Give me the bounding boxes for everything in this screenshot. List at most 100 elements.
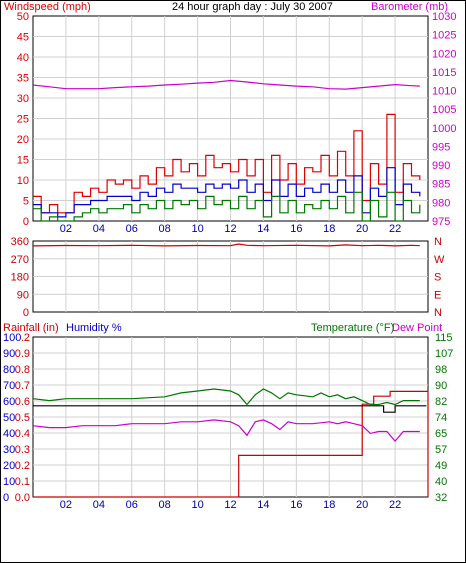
humidity-tick-label: 20 <box>3 460 15 472</box>
x-tick-label: 04 <box>93 499 105 511</box>
temperature-tick-label: 65 <box>435 428 447 440</box>
x-tick-label: 04 <box>93 223 105 235</box>
compass-tick-label: E <box>434 289 441 301</box>
temperature-tick-label: 57 <box>435 444 447 456</box>
rainfall-tick-label: 0.3 <box>15 444 30 456</box>
x-tick-label: 02 <box>60 499 72 511</box>
rainfall-tick-label: 0.2 <box>15 460 30 472</box>
x-tick-label: 22 <box>389 223 401 235</box>
x-tick-label: 14 <box>257 499 269 511</box>
weather-panel-series <box>32 388 429 498</box>
x-tick-label: 12 <box>224 223 236 235</box>
barometer-tick-label: 975 <box>432 216 450 228</box>
compass-tick-label: N <box>434 236 442 248</box>
temperature-tick-label: 90 <box>435 380 447 392</box>
barometer-tick-labels: 975 980 985 990 995 1000 1005 1010 1015 1020 1025 1… <box>432 11 456 228</box>
humidity-tick-label: 50 <box>3 412 15 424</box>
compass-tick-label: S <box>434 272 441 284</box>
windspeed-tick-label: 35 <box>17 73 29 85</box>
windspeed-tick-label: 5 <box>23 196 29 208</box>
x-tick-label: 02 <box>60 223 72 235</box>
humidity-tick-label: 10 <box>3 476 15 488</box>
series-line-1 <box>33 113 421 214</box>
x-tick-label: 12 <box>224 499 236 511</box>
barometer-tick-label: 1020 <box>432 48 456 60</box>
dewpoint-axis-title: Dew Point <box>392 322 442 334</box>
rainfall-tick-label: 0.5 <box>15 412 30 424</box>
series-line-4 <box>32 419 420 443</box>
humidity-tick-label: 100 <box>3 332 21 344</box>
wind-panel-series <box>32 79 421 222</box>
x-tick-label: 08 <box>159 223 171 235</box>
humidity-tick-label: 90 <box>3 348 15 360</box>
weather-panel-x-tick-labels: 02 04 06 08 10 12 14 16 18 20 22 <box>60 499 401 511</box>
x-tick-label: 16 <box>290 223 302 235</box>
series-line-4 <box>32 79 420 90</box>
humidity-tick-label: 30 <box>3 444 15 456</box>
x-tick-label: 10 <box>191 223 203 235</box>
x-tick-label: 06 <box>126 499 138 511</box>
barometer-tick-label: 1030 <box>432 11 456 23</box>
rainfall-tick-label: 0.8 <box>15 364 30 376</box>
wind-panel-x-tick-labels: 02 04 06 08 10 12 14 16 18 20 22 <box>60 223 401 235</box>
windspeed-tick-label: 30 <box>17 93 29 105</box>
barometer-tick-label: 990 <box>432 160 450 172</box>
temperature-tick-label: 74 <box>435 412 447 424</box>
x-tick-label: 18 <box>323 223 335 235</box>
x-tick-label: 08 <box>159 499 171 511</box>
humidity-tick-label: 40 <box>3 428 15 440</box>
windspeed-tick-label: 10 <box>17 175 29 187</box>
temperature-tick-label: 115 <box>435 332 453 344</box>
temperature-tick-label: 82 <box>435 396 447 408</box>
rainfall-tick-label: .2 <box>21 332 30 344</box>
series-line-2 <box>33 167 421 218</box>
barometer-tick-label: 980 <box>432 197 450 209</box>
barometer-tick-label: 1015 <box>432 67 456 79</box>
temperature-tick-label: 40 <box>435 476 447 488</box>
rainfall-axis-title: Rainfall (in) <box>3 322 59 334</box>
humidity-tick-label: 80 <box>3 364 15 376</box>
humidity-axis-title: Humidity % <box>66 322 122 334</box>
windspeed-tick-label: 20 <box>17 134 29 146</box>
direction-tick-label: 0 <box>23 307 29 319</box>
barometer-axis-title: Barometer (mb) <box>371 1 448 13</box>
windspeed-tick-label: 40 <box>17 52 29 64</box>
x-tick-label: 06 <box>126 223 138 235</box>
temperature-tick-label: 49 <box>435 460 447 472</box>
direction-tick-label: 180 <box>11 272 29 284</box>
rainfall-tick-label: 0.1 <box>15 476 30 488</box>
barometer-tick-label: 1000 <box>432 123 456 135</box>
temperature-tick-label: 32 <box>435 492 447 504</box>
x-tick-label: 18 <box>323 499 335 511</box>
x-tick-label: 10 <box>191 499 203 511</box>
x-tick-label: 20 <box>356 499 368 511</box>
barometer-tick-label: 995 <box>432 141 450 153</box>
compass-tick-label: N <box>434 307 442 319</box>
rainfall-tick-label: 0.0 <box>15 492 30 504</box>
rainfall-tick-label: 0.7 <box>15 380 30 392</box>
barometer-tick-label: 985 <box>432 179 450 191</box>
humidity-tick-label: 60 <box>3 396 15 408</box>
series-line-3 <box>33 191 421 222</box>
rainfall-tick-label: 0.6 <box>15 396 30 408</box>
direction-line <box>32 243 420 247</box>
x-tick-label: 20 <box>356 223 368 235</box>
temperature-tick-labels: 32 40 49 57 65 74 82 90 98 107 115 <box>435 332 453 504</box>
temperature-axis-title: Temperature (°F) <box>311 322 394 334</box>
direction-tick-label: 270 <box>11 254 29 266</box>
barometer-tick-label: 1005 <box>432 104 456 116</box>
chart-title: 24 hour graph day : July 30 2007 <box>172 1 333 13</box>
x-tick-label: 16 <box>290 499 302 511</box>
x-tick-label: 14 <box>257 223 269 235</box>
direction-tick-label: 360 <box>11 236 29 248</box>
windspeed-tick-label: 15 <box>17 155 29 167</box>
windspeed-axis-title: Windspeed (mph) <box>4 1 91 13</box>
windspeed-tick-label: 25 <box>17 114 29 126</box>
rainfall-tick-label: 0.9 <box>15 348 30 360</box>
humidity-tick-label: 70 <box>3 380 15 392</box>
direction-tick-labels: 0 90 180 270 360 <box>11 236 29 319</box>
barometer-tick-label: 1025 <box>432 30 456 42</box>
